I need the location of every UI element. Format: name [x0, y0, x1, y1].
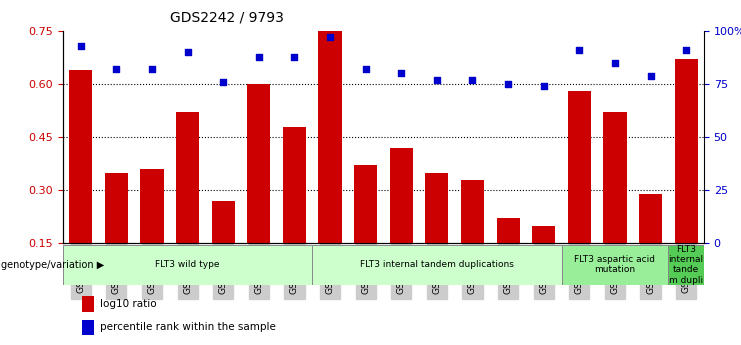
Point [253, 54, 265, 59]
Bar [69, 70, 93, 243]
Bar [674, 59, 698, 243]
Bar [212, 201, 235, 243]
Point [538, 83, 550, 89]
Text: GDS2242 / 9793: GDS2242 / 9793 [170, 10, 285, 24]
Bar [639, 194, 662, 243]
Text: FLT3
internal
tande
m dupli: FLT3 internal tande m dupli [668, 245, 704, 285]
Bar [312, 245, 562, 285]
Bar [104, 172, 128, 243]
Text: FLT3 wild type: FLT3 wild type [156, 260, 220, 269]
Point [75, 43, 87, 49]
Bar [562, 245, 668, 285]
Point [609, 60, 621, 66]
Text: FLT3 internal tandem duplications: FLT3 internal tandem duplications [360, 260, 514, 269]
Bar [461, 179, 484, 243]
Point [431, 77, 443, 82]
Point [502, 81, 514, 87]
Point [324, 34, 336, 40]
Point [110, 67, 122, 72]
Point [288, 54, 300, 59]
Text: percentile rank within the sample: percentile rank within the sample [99, 322, 276, 332]
Point [182, 49, 193, 55]
Point [396, 71, 408, 76]
Point [680, 47, 692, 53]
Text: genotype/variation ▶: genotype/variation ▶ [1, 260, 104, 269]
Bar [568, 91, 591, 243]
Bar [603, 112, 626, 243]
Bar [532, 226, 555, 243]
Bar [425, 172, 448, 243]
Text: FLT3 aspartic acid
mutation: FLT3 aspartic acid mutation [574, 255, 656, 275]
Bar [176, 112, 199, 243]
Bar [141, 169, 164, 243]
Bar [319, 31, 342, 243]
Bar [82, 296, 94, 312]
Bar [496, 218, 519, 243]
Point [645, 73, 657, 78]
Point [359, 67, 371, 72]
Bar [247, 84, 270, 243]
Bar [354, 165, 377, 243]
Bar [668, 245, 704, 285]
Point [574, 47, 585, 53]
Bar [283, 127, 306, 243]
Point [217, 79, 229, 85]
Bar [390, 148, 413, 243]
Point [467, 77, 479, 82]
Text: log10 ratio: log10 ratio [99, 299, 156, 309]
Bar [82, 319, 94, 335]
Point [146, 67, 158, 72]
Bar [63, 245, 312, 285]
